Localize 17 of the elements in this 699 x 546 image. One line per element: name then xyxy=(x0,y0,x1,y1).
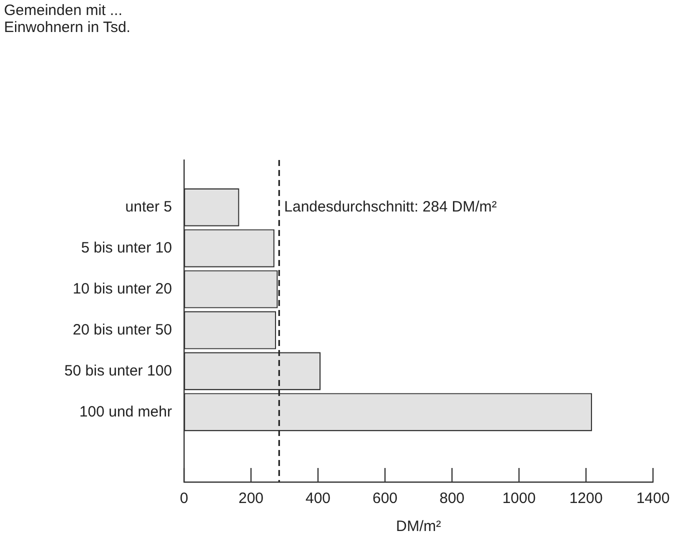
x-tick-label: 800 xyxy=(439,490,465,508)
ref-line-label: Landesdurchschnitt: 284 DM/m² xyxy=(284,198,497,216)
y-tick-label: 5 bis unter 10 xyxy=(81,239,172,256)
y-tick-label: unter 5 xyxy=(125,198,172,216)
x-axis-title: DM/m² xyxy=(396,518,441,536)
x-tick-label: 400 xyxy=(305,490,331,508)
y-tick-label: 50 bis unter 100 xyxy=(64,362,172,380)
x-tick-label: 1000 xyxy=(502,490,536,508)
x-tick-label: 200 xyxy=(238,490,264,508)
x-tick-label: 1400 xyxy=(636,490,670,508)
y-tick-label: 20 bis unter 50 xyxy=(72,321,172,338)
x-tick-label: 1200 xyxy=(569,490,603,508)
y-tick-label: 100 und mehr xyxy=(79,403,172,420)
y-tick-label: 10 bis unter 20 xyxy=(72,280,172,298)
x-tick-label: 0 xyxy=(180,490,188,508)
text: Gemeinden mit ... Einwohnern in Tsd. xyxy=(4,2,130,36)
x-tick-label: 600 xyxy=(372,490,398,508)
